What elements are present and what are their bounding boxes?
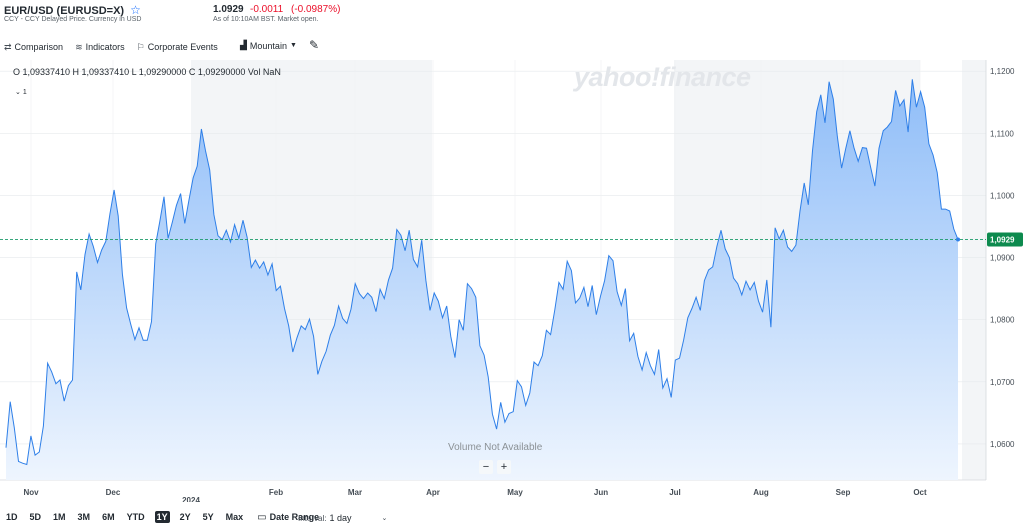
range-1y[interactable]: 1Y — [154, 511, 170, 523]
market-status: As of 10:10AM BST. Market open. — [213, 16, 319, 23]
chart-type-dropdown[interactable]: ▟ Mountain ▼ — [240, 40, 297, 51]
x-tick-label: Dec — [106, 488, 121, 497]
x-tick-label: Nov — [23, 488, 39, 497]
zoom-in-button[interactable]: + — [497, 460, 511, 474]
volume-not-available: Volume Not Available — [448, 442, 543, 453]
collapse-count: 1 — [22, 89, 27, 96]
chart-toolbar: ⇄ Comparison ≋ Indicators ⚐ Corporate Event… — [4, 40, 230, 54]
collapse-toggle[interactable]: ⌄ 1 — [15, 89, 27, 96]
y-tick-label: 1,1100 — [990, 129, 1014, 138]
range-ytd[interactable]: YTD — [126, 512, 145, 522]
shaded-band — [962, 60, 986, 480]
chart-type-label: Mountain — [249, 40, 287, 51]
y-tick-label: 1,0800 — [990, 316, 1015, 325]
y-tick-label: 1,0900 — [990, 254, 1015, 263]
quote-subtitle: CCY - CCY Delayed Price. Currency in USD — [4, 16, 142, 23]
range-selector: 1D 5D 1M 3M 6M YTD 1Y 2Y 5Y Max ▭ Date Ra… — [4, 511, 319, 523]
star-outline-icon[interactable]: ☆ — [130, 3, 141, 17]
corporate-events-button[interactable]: ⚐ Corporate Events — [137, 42, 218, 53]
range-1d[interactable]: 1D — [6, 512, 18, 522]
x-tick-label: Mar — [348, 488, 362, 497]
symbol-text: EUR/USD (EURUSD=X) — [4, 5, 125, 17]
calendar-icon: ▭ — [257, 511, 267, 523]
range-3m[interactable]: 3M — [77, 512, 91, 522]
price-area — [6, 79, 958, 481]
date-range-button[interactable]: ▭ Date Range — [257, 512, 319, 523]
date-range-label: Date Range — [269, 512, 320, 522]
draw-pencil-icon[interactable]: ✎ — [309, 38, 320, 52]
indicators-label: Indicators — [85, 42, 125, 52]
y-tick-label: 1,0700 — [990, 378, 1015, 387]
interval-label: Interval: — [298, 513, 327, 523]
chevron-down-icon: ▼ — [289, 42, 297, 49]
range-5d[interactable]: 5D — [29, 512, 42, 522]
symbol-title: EUR/USD (EURUSD=X) ☆ — [4, 3, 141, 17]
last-price-badge-label: 1,0929 — [990, 236, 1015, 245]
x-tick-label: Apr — [426, 488, 440, 497]
range-5y[interactable]: 5Y — [202, 512, 214, 522]
range-6m[interactable]: 6M — [102, 512, 115, 522]
range-max[interactable]: Max — [225, 512, 244, 522]
price-change: -0.0011 — [250, 4, 284, 15]
interval-dropdown[interactable]: Interval: 1 day ⌄ — [298, 513, 387, 523]
y-tick-label: 1,1200 — [990, 67, 1015, 76]
interval-value: 1 day — [329, 513, 352, 523]
yahoo-finance-watermark: yahoo!finance — [574, 62, 751, 92]
price-change-percent: (-0.0987%) — [291, 4, 341, 15]
comparison-button[interactable]: ⇄ Comparison — [4, 42, 63, 53]
ohlc-readout: O 1,09337410 H 1,09337410 L 1,09290000 C… — [13, 67, 281, 77]
comparison-icon: ⇄ — [4, 41, 12, 52]
zoom-controls: − + — [479, 460, 515, 474]
y-tick-label: 1,1000 — [990, 191, 1015, 200]
range-2y[interactable]: 2Y — [179, 512, 191, 522]
last-price-badge — [987, 232, 1023, 247]
x-tick-label: Jun — [594, 488, 608, 497]
x-tick-label: Aug — [753, 488, 769, 497]
mountain-icon: ▟ — [240, 40, 247, 50]
range-1m[interactable]: 1M — [53, 512, 66, 522]
corporate-events-icon: ⚐ — [136, 41, 145, 52]
zoom-out-button[interactable]: − — [479, 460, 493, 474]
price-chart[interactable]: 1,0600 1,0700 1,0800 1,0900 1,1000 1,1100 1,12… — [0, 57, 1024, 502]
last-price: 1.0929 — [213, 4, 244, 15]
indicators-icon: ≋ — [75, 41, 83, 52]
x-year-label: 2024 — [182, 496, 200, 502]
x-tick-label: May — [507, 488, 523, 497]
y-tick-label: 1,0600 — [990, 440, 1015, 449]
x-tick-label: Jul — [669, 488, 681, 497]
x-tick-label: Feb — [269, 488, 283, 497]
price-line — [5, 79, 959, 466]
corporate-events-label: Corporate Events — [147, 42, 218, 52]
x-tick-label: Oct — [913, 488, 927, 497]
x-tick-label: Sep — [836, 488, 851, 497]
chevron-down-icon: ⌄ — [381, 515, 388, 522]
last-price-marker — [956, 237, 960, 242]
indicators-button[interactable]: ≋ Indicators — [75, 42, 125, 53]
comparison-label: Comparison — [14, 42, 64, 52]
